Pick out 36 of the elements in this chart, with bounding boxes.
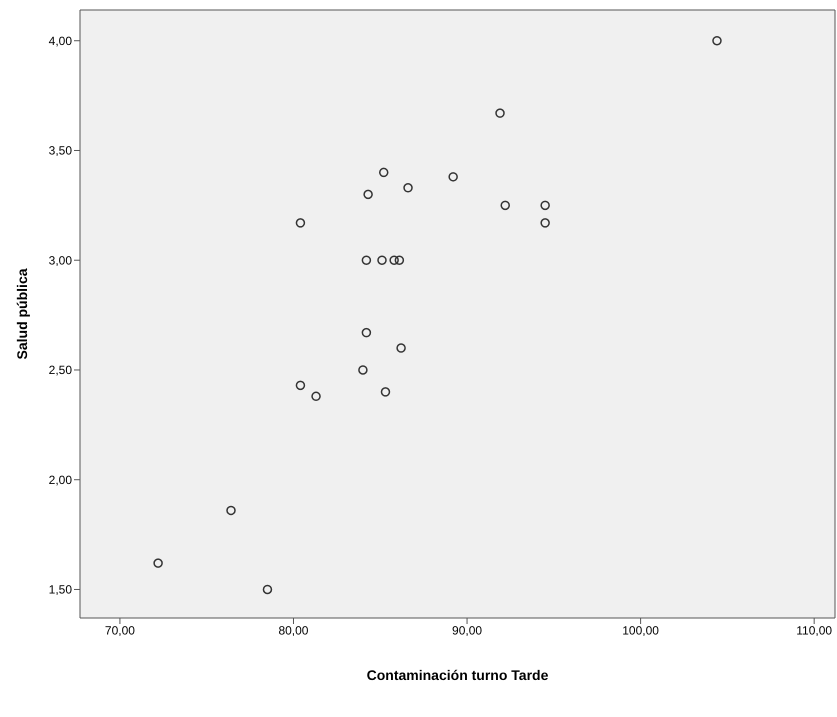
point: [362, 328, 372, 338]
y-tick-label: 4,00: [48, 34, 72, 48]
point: [358, 365, 368, 375]
point: [380, 387, 390, 397]
point: [448, 172, 458, 182]
point: [226, 506, 236, 516]
point: [540, 218, 550, 228]
point: [540, 200, 550, 210]
point: [378, 168, 388, 178]
point: [377, 255, 387, 265]
point: [296, 218, 306, 228]
x-tick-label: 80,00: [278, 624, 309, 638]
point: [500, 200, 510, 210]
point: [296, 380, 306, 390]
y-tick-label: 2,00: [48, 472, 72, 487]
y-tick-label: 1,50: [48, 582, 72, 597]
y-tick-label: 3,50: [48, 144, 72, 158]
y-tick-label: 3,00: [48, 253, 72, 268]
point: [394, 255, 404, 265]
y-tick-label: 2,50: [48, 363, 72, 378]
x-tick-label: 90,00: [452, 624, 482, 638]
point: [363, 190, 373, 200]
point: [389, 255, 399, 265]
point: [495, 108, 505, 118]
point: [311, 392, 321, 402]
y-axis-title: Salud pública: [14, 268, 30, 360]
x-tick-label: 70,00: [104, 624, 136, 638]
x-tick-label: 110,00: [796, 624, 832, 638]
point: [153, 558, 163, 568]
x-axis-title: Contaminación turno Tarde: [366, 667, 549, 683]
point: [403, 183, 413, 193]
point: [362, 255, 372, 265]
x-tick-label: 100,00: [622, 624, 660, 638]
point: [712, 36, 722, 46]
point: [262, 584, 272, 594]
point: [396, 343, 406, 353]
